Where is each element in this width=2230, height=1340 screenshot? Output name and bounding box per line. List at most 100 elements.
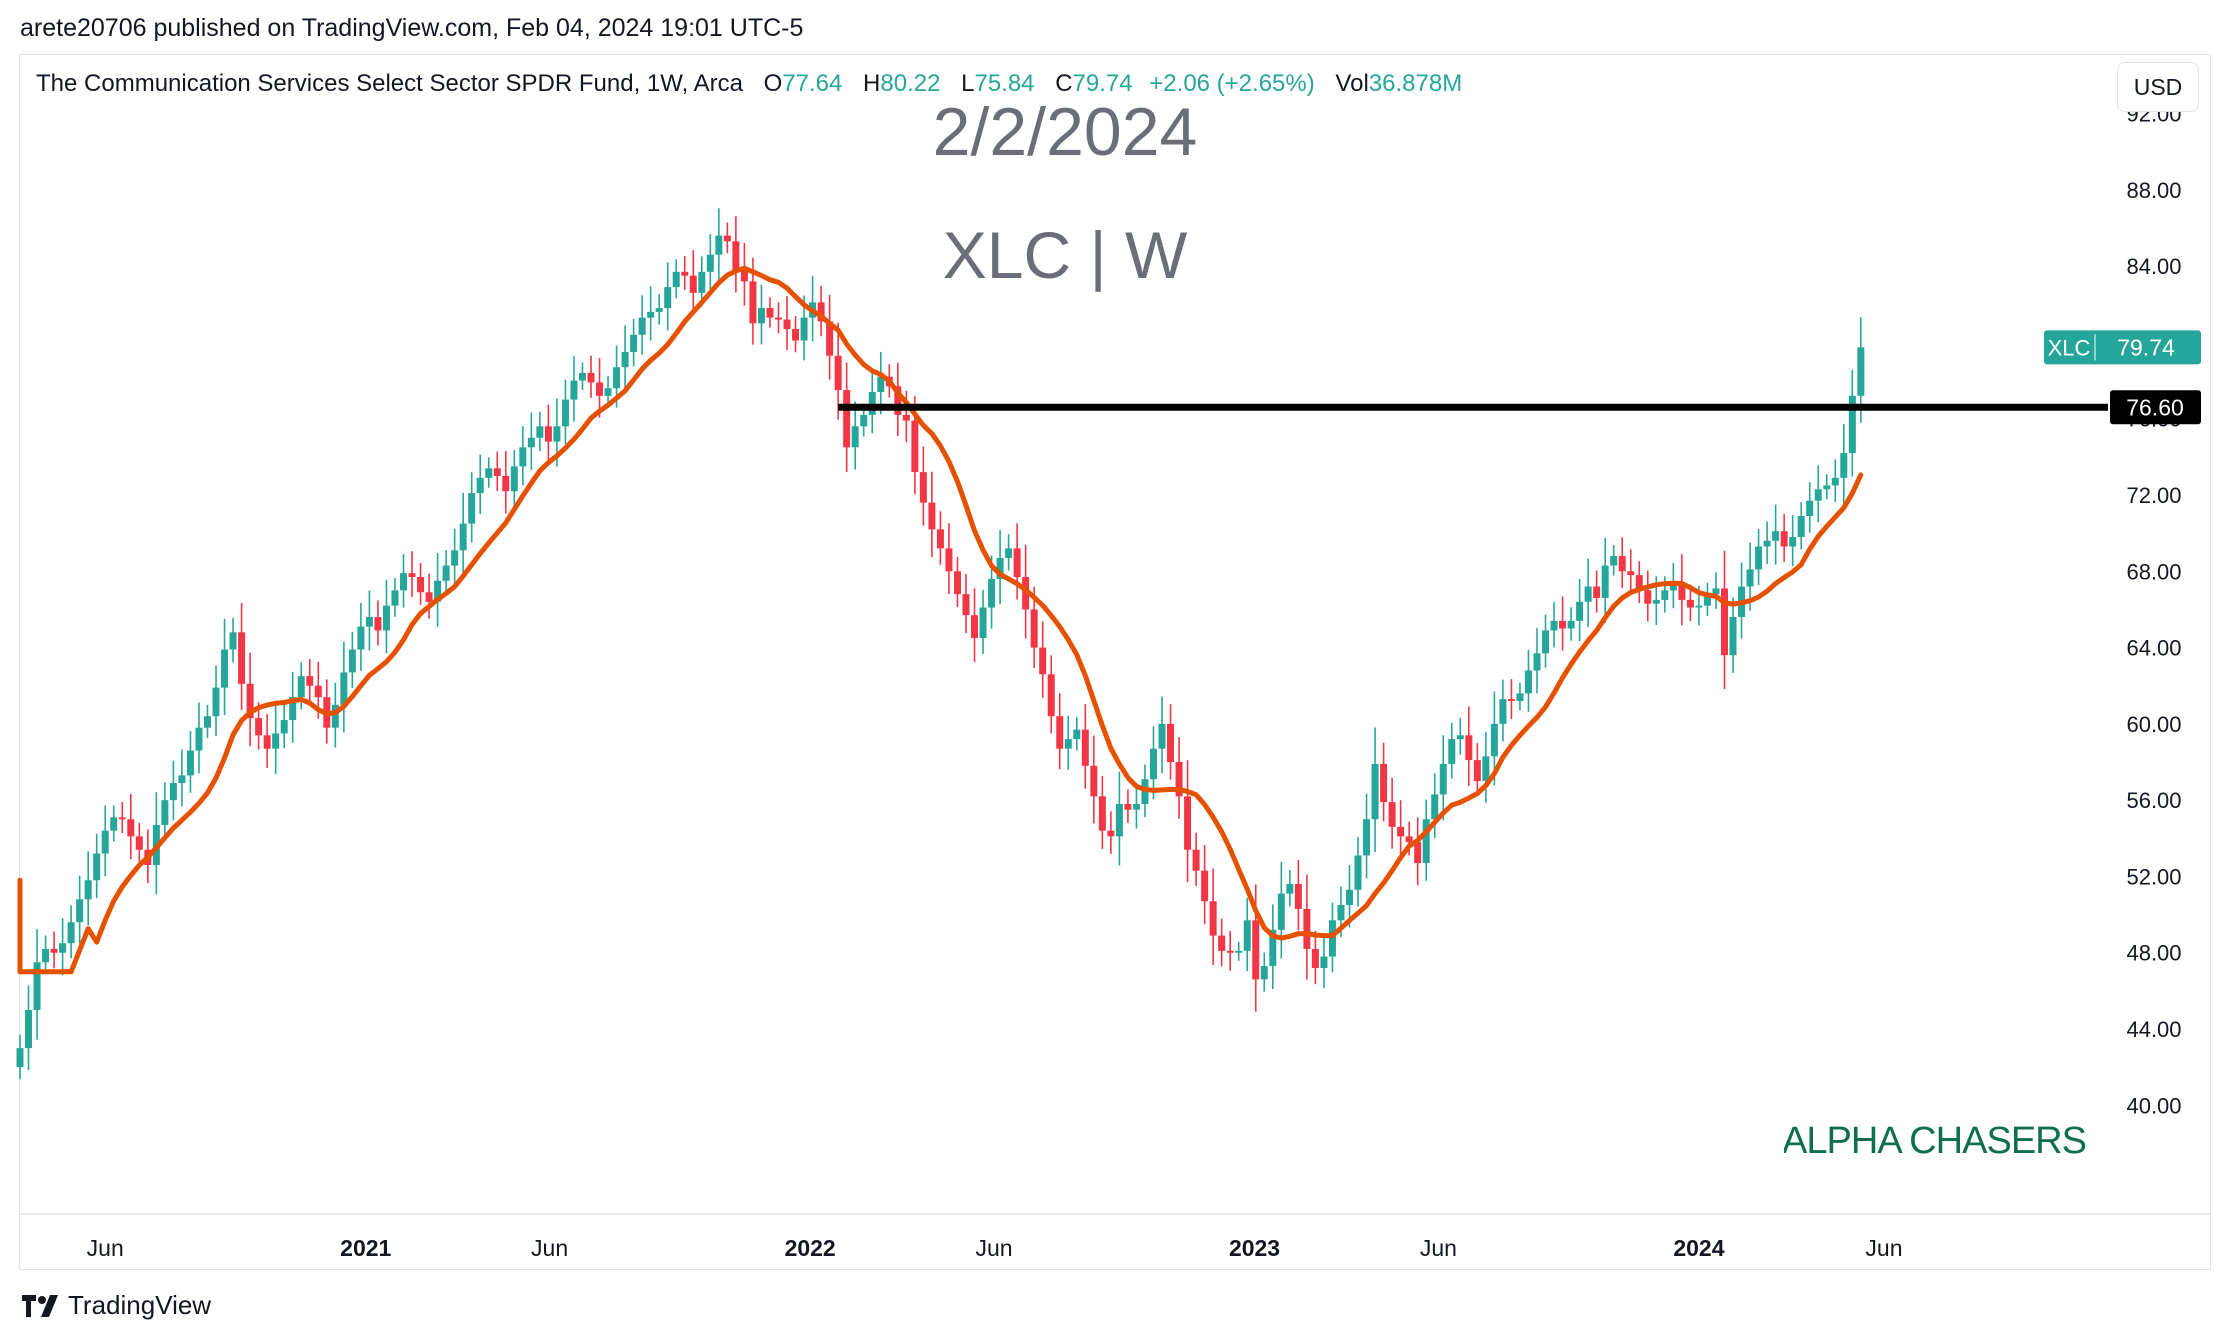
candle-body [1115, 803, 1123, 837]
candle-body [1524, 670, 1532, 694]
candle-body [723, 235, 731, 242]
candle-body [860, 414, 868, 427]
candle-body [613, 367, 621, 389]
candle-body [1473, 760, 1481, 782]
candle-body [93, 853, 101, 881]
candle-body [101, 830, 109, 854]
candle-body [919, 472, 927, 503]
candle-body [1354, 855, 1362, 890]
candle-body [1635, 575, 1643, 591]
candle-body [1746, 569, 1754, 587]
candle-body [689, 275, 697, 293]
published-caption: arete20706 published on TradingView.com,… [20, 14, 804, 42]
candle-body [766, 308, 774, 318]
low-label: L [961, 70, 975, 97]
candle-body [1823, 485, 1831, 490]
high-label: H [863, 70, 881, 97]
y-tick-label: 84.00 [2126, 254, 2181, 279]
candle-body [979, 607, 987, 639]
y-tick-label: 60.00 [2126, 712, 2181, 737]
candle-body [544, 426, 552, 442]
moving-average-layer [17, 265, 1864, 975]
candle-body [536, 426, 544, 438]
candle-body [1363, 819, 1371, 856]
candle-body [1499, 699, 1507, 724]
candle-body [382, 605, 390, 631]
candle-body [1098, 796, 1106, 831]
candle-body [212, 687, 220, 717]
candle-body [561, 399, 569, 427]
symbol-name: The Communication Services Select Sector… [36, 70, 743, 97]
candle-body [1806, 500, 1814, 516]
candle-body [1039, 647, 1047, 675]
candle-body [732, 241, 740, 270]
candle-body [1252, 920, 1260, 980]
candle-body [289, 697, 297, 721]
candle-body [655, 308, 663, 312]
candle-body [911, 420, 919, 473]
candle-body [76, 899, 84, 923]
candle-body [988, 578, 996, 608]
candle-body [1226, 950, 1234, 953]
close-label: C [1055, 70, 1073, 97]
candle-body [715, 235, 723, 255]
candle-body [1780, 531, 1788, 547]
candle-body [996, 557, 1004, 579]
candle-body [1567, 620, 1575, 629]
candle-body [1380, 763, 1388, 803]
candle-body [1533, 653, 1541, 671]
candle-body [238, 632, 246, 684]
candle-body [1789, 536, 1797, 547]
candle-body [774, 317, 782, 320]
level-price-tag [2110, 390, 2201, 425]
candle-body [1661, 590, 1669, 600]
change-value: +2.06 (+2.65%) [1149, 70, 1315, 97]
x-tick-label: Jun [975, 1235, 1012, 1261]
y-tick-label: 72.00 [2126, 483, 2181, 508]
candle-body [681, 271, 689, 276]
candle-body [1584, 586, 1592, 602]
candle-body [1422, 819, 1430, 864]
candle-body [510, 466, 518, 492]
candle-body [331, 704, 339, 728]
candle-body [459, 523, 467, 551]
candle-body [962, 594, 970, 616]
symbol-price-tag [2044, 330, 2201, 365]
candle-body [1277, 893, 1285, 930]
candle-body [1456, 735, 1464, 740]
candle-body [1772, 531, 1780, 541]
y-tick-label: 88.00 [2126, 178, 2181, 203]
candle-body [135, 836, 143, 850]
candle-body [1678, 582, 1686, 600]
candle-body [314, 685, 322, 698]
candle-body [1005, 548, 1013, 558]
candle-body [42, 948, 50, 963]
currency-button[interactable]: USD [2117, 62, 2199, 112]
candle-body [826, 321, 834, 356]
candle-body [1814, 489, 1822, 501]
candle-body [792, 329, 800, 341]
candle-body [1124, 803, 1132, 810]
candle-body [1848, 395, 1856, 454]
candle-body [664, 287, 672, 309]
candle-body [1346, 889, 1354, 906]
candle-body [161, 800, 169, 825]
candle-body [434, 580, 442, 602]
candle-body [1218, 935, 1226, 951]
candle-body [1618, 556, 1626, 572]
candle-body [1320, 956, 1328, 968]
watermark-line: 2/2/2024 [933, 94, 1198, 170]
candle-body [928, 502, 936, 530]
watermark-line: XLC | W [943, 218, 1188, 292]
candle-body [647, 311, 655, 318]
candle-body [1405, 836, 1413, 843]
tradingview-brand[interactable]: TradingView [22, 1290, 211, 1321]
candle-body [621, 351, 629, 368]
candle-body [800, 317, 808, 341]
candle-body [357, 626, 365, 650]
high-value: 80.22 [880, 70, 941, 97]
x-tick-label: 2022 [785, 1235, 836, 1261]
candle-body [1132, 803, 1140, 810]
candle-body [25, 1009, 33, 1049]
